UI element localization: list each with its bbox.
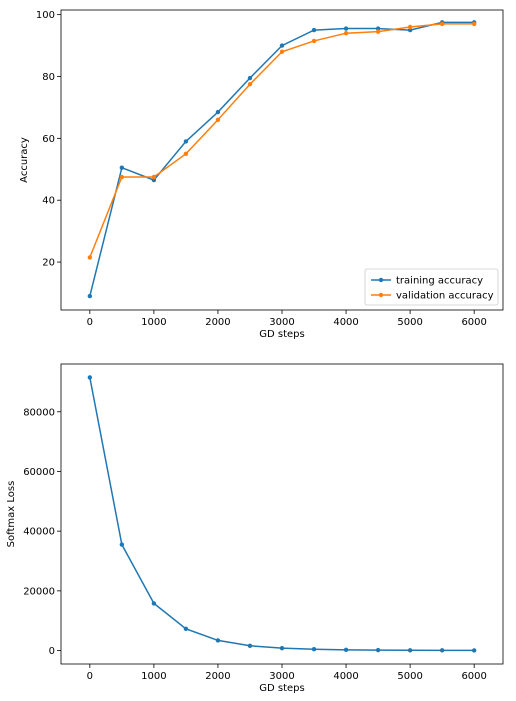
series-line xyxy=(89,23,475,258)
x-tick-label: 6000 xyxy=(461,671,486,682)
series-validation-accuracy xyxy=(87,21,477,260)
data-point xyxy=(343,647,349,653)
x-axis-label: GD steps xyxy=(259,683,304,694)
x-tick-label: 2000 xyxy=(205,671,230,682)
data-point xyxy=(439,21,445,27)
data-point xyxy=(279,43,285,48)
chart-2: 0 1000 2000 3000 4000 5000 6000020000400006000… xyxy=(6,363,504,694)
x-tick-label: 1000 xyxy=(141,317,166,328)
x-tick-label: 3000 xyxy=(269,317,294,328)
x-tick-label: 3000 xyxy=(269,671,294,682)
y-tick-label: 100 xyxy=(36,10,55,21)
data-point xyxy=(87,255,93,260)
data-point xyxy=(215,109,221,115)
chart-1: 0 1000 2000 3000 4000 5000 6000 20 40 60 80 100 GD s… xyxy=(19,9,504,340)
data-point xyxy=(247,75,253,81)
x-tick-label: 0 xyxy=(87,671,93,682)
legend-marker xyxy=(378,292,384,298)
data-point xyxy=(279,645,285,651)
data-point xyxy=(151,601,157,606)
legend-marker xyxy=(378,277,384,283)
y-tick-label: 40000 xyxy=(23,527,55,538)
data-point xyxy=(183,139,189,144)
data-point xyxy=(471,21,477,27)
data-point xyxy=(183,151,189,157)
axes-frame xyxy=(60,9,504,311)
x-tick-label: 1000 xyxy=(141,671,166,682)
x-tick-label: 6000 xyxy=(461,317,486,328)
y-tick-label: 20 xyxy=(42,258,55,269)
x-tick-label: 0 xyxy=(87,317,93,328)
axes-frame xyxy=(60,363,504,665)
x-tick-label: 4000 xyxy=(333,317,358,328)
data-point xyxy=(471,648,477,653)
x-tick-label: 5000 xyxy=(397,317,422,328)
data-point xyxy=(247,643,253,648)
series-line xyxy=(89,377,475,652)
data-point xyxy=(87,375,93,380)
data-point xyxy=(215,117,221,122)
legend-label: validation accuracy xyxy=(396,291,494,302)
legend: training accuracy validation accuracy xyxy=(364,268,499,306)
y-tick-label: 80 xyxy=(42,72,55,83)
data-point xyxy=(215,638,221,643)
y-tick-label: 40 xyxy=(42,196,55,207)
data-point xyxy=(247,82,253,87)
x-axis-label: GD steps xyxy=(259,329,304,340)
data-point xyxy=(279,49,285,54)
data-point xyxy=(375,26,381,31)
data-point xyxy=(119,165,125,170)
x-tick-label: 2000 xyxy=(205,317,230,328)
x-tick-label: 5000 xyxy=(397,671,422,682)
data-point xyxy=(375,29,381,34)
data-point xyxy=(183,626,189,631)
data-point xyxy=(407,24,413,30)
series-line xyxy=(89,21,475,297)
legend-box xyxy=(364,268,499,306)
y-tick-label: 0 xyxy=(49,646,55,657)
data-point xyxy=(375,647,381,653)
data-point xyxy=(151,174,157,180)
series-loss xyxy=(87,375,477,653)
data-point xyxy=(311,647,317,652)
data-point xyxy=(439,648,445,653)
y-tick-label: 60 xyxy=(42,134,55,145)
y-tick-label: 80000 xyxy=(23,407,55,418)
data-point xyxy=(119,174,125,180)
data-point xyxy=(343,30,349,36)
x-tick-label: 4000 xyxy=(333,671,358,682)
data-point xyxy=(119,542,125,547)
data-point xyxy=(407,27,413,33)
data-point xyxy=(151,177,157,183)
data-point xyxy=(343,26,349,31)
data-point xyxy=(311,38,317,44)
data-point xyxy=(311,27,317,33)
y-axis-label: Softmax Loss xyxy=(6,481,17,548)
y-axis-label: Accuracy xyxy=(19,137,30,183)
data-point xyxy=(407,648,413,653)
data-point xyxy=(87,293,93,299)
series-training-accuracy xyxy=(87,20,477,299)
y-tick-label: 20000 xyxy=(23,586,55,597)
y-tick-label: 60000 xyxy=(23,467,55,478)
legend-label: training accuracy xyxy=(396,276,483,287)
